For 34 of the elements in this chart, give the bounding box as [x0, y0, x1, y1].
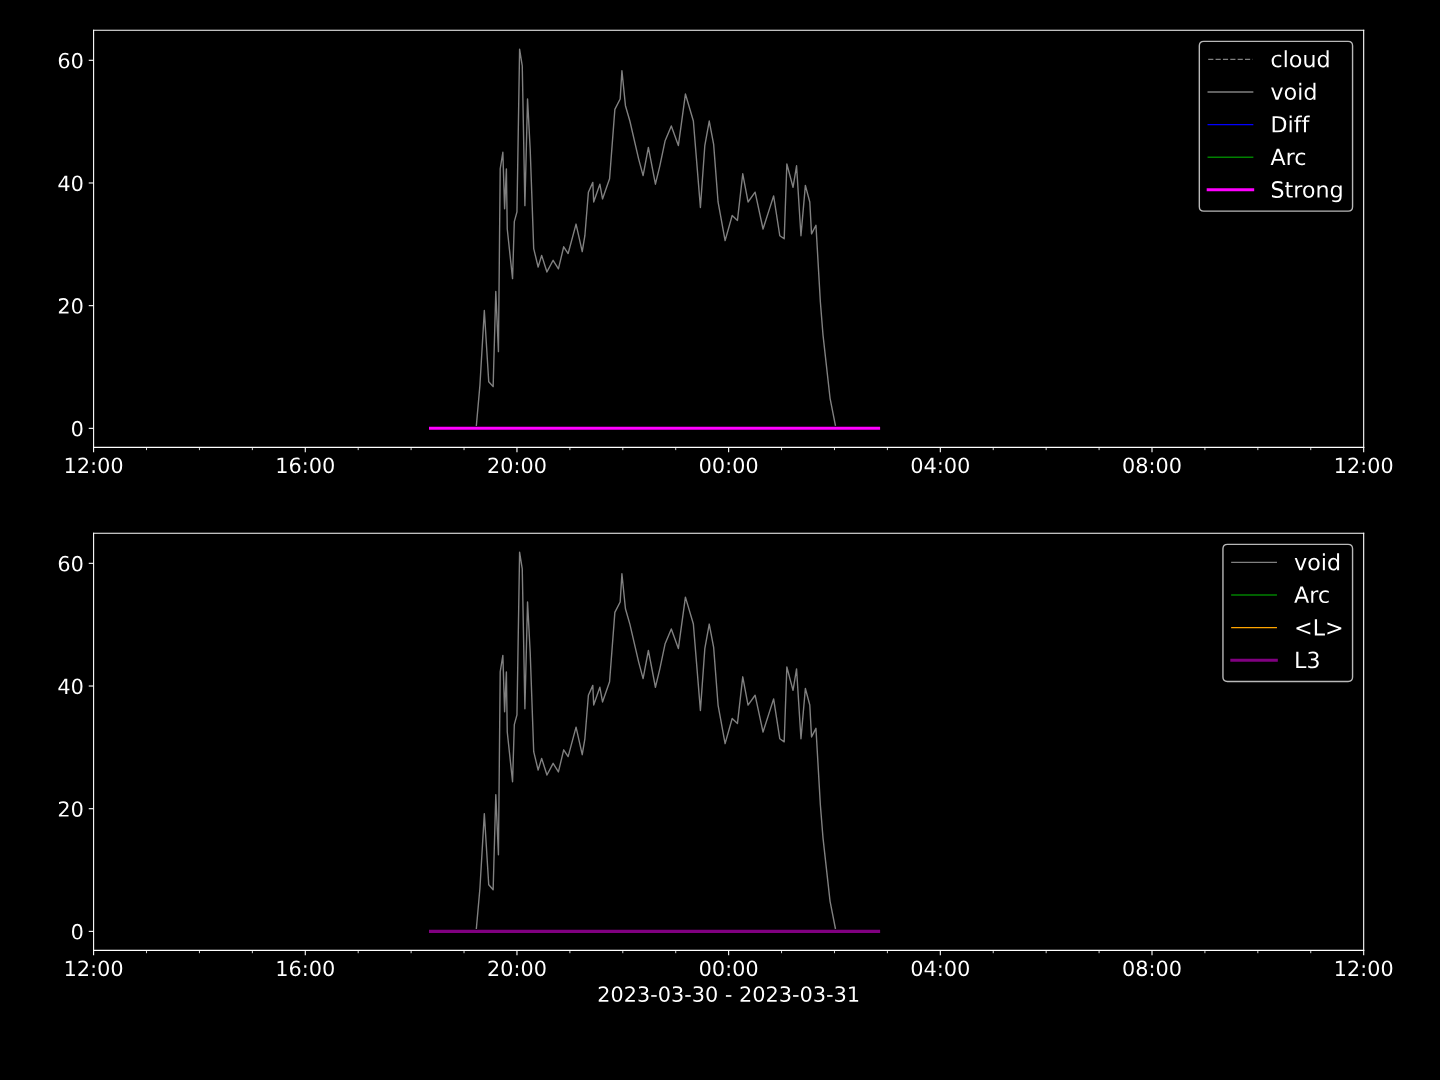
legend-label: Diff	[1272, 115, 1310, 133]
x-tick-label: 08:00	[1123, 457, 1181, 474]
x-tick-label: 00:00	[699, 457, 758, 474]
x-tick-label: 04:00	[911, 960, 969, 977]
x-tick-label: 04:00	[911, 457, 969, 474]
y-tick-label: 60	[58, 52, 83, 69]
y-tick-label: 60	[58, 555, 83, 572]
x-tick-label: 20:00	[488, 960, 546, 977]
legend-label: void	[1271, 82, 1316, 101]
legend-label: Strong	[1271, 181, 1342, 203]
x-tick-label: 12:00	[65, 457, 123, 474]
y-tick-label: 40	[58, 678, 83, 695]
y-tick-label: 20	[58, 298, 83, 314]
x-axis-title: 2023-03-30 - 2023-03-31	[598, 986, 859, 1002]
x-tick-label: 12:00	[1335, 960, 1393, 977]
legend-label: L3	[1296, 651, 1319, 669]
y-tick-label: 40	[58, 175, 83, 192]
y-tick-label: 20	[58, 801, 83, 817]
legend-label: Arc	[1294, 586, 1329, 604]
x-tick-label: 12:00	[1335, 457, 1393, 474]
x-tick-label: 20:00	[488, 457, 546, 474]
y-tick-label: 0	[72, 420, 83, 437]
line-series	[475, 551, 837, 930]
legend-label: cloud	[1271, 50, 1329, 68]
x-tick-label: 16:00	[277, 960, 334, 977]
x-tick-label: 08:00	[1123, 960, 1181, 977]
legend-label: void	[1294, 553, 1340, 571]
x-tick-label: 12:00	[65, 960, 123, 977]
x-tick-label: 00:00	[699, 960, 758, 977]
x-tick-label: 16:00	[277, 457, 334, 474]
y-tick-label: 0	[72, 923, 83, 940]
legend-label: Arc	[1270, 148, 1306, 166]
legend-label: <L>	[1296, 619, 1342, 636]
line-series	[475, 48, 837, 426]
